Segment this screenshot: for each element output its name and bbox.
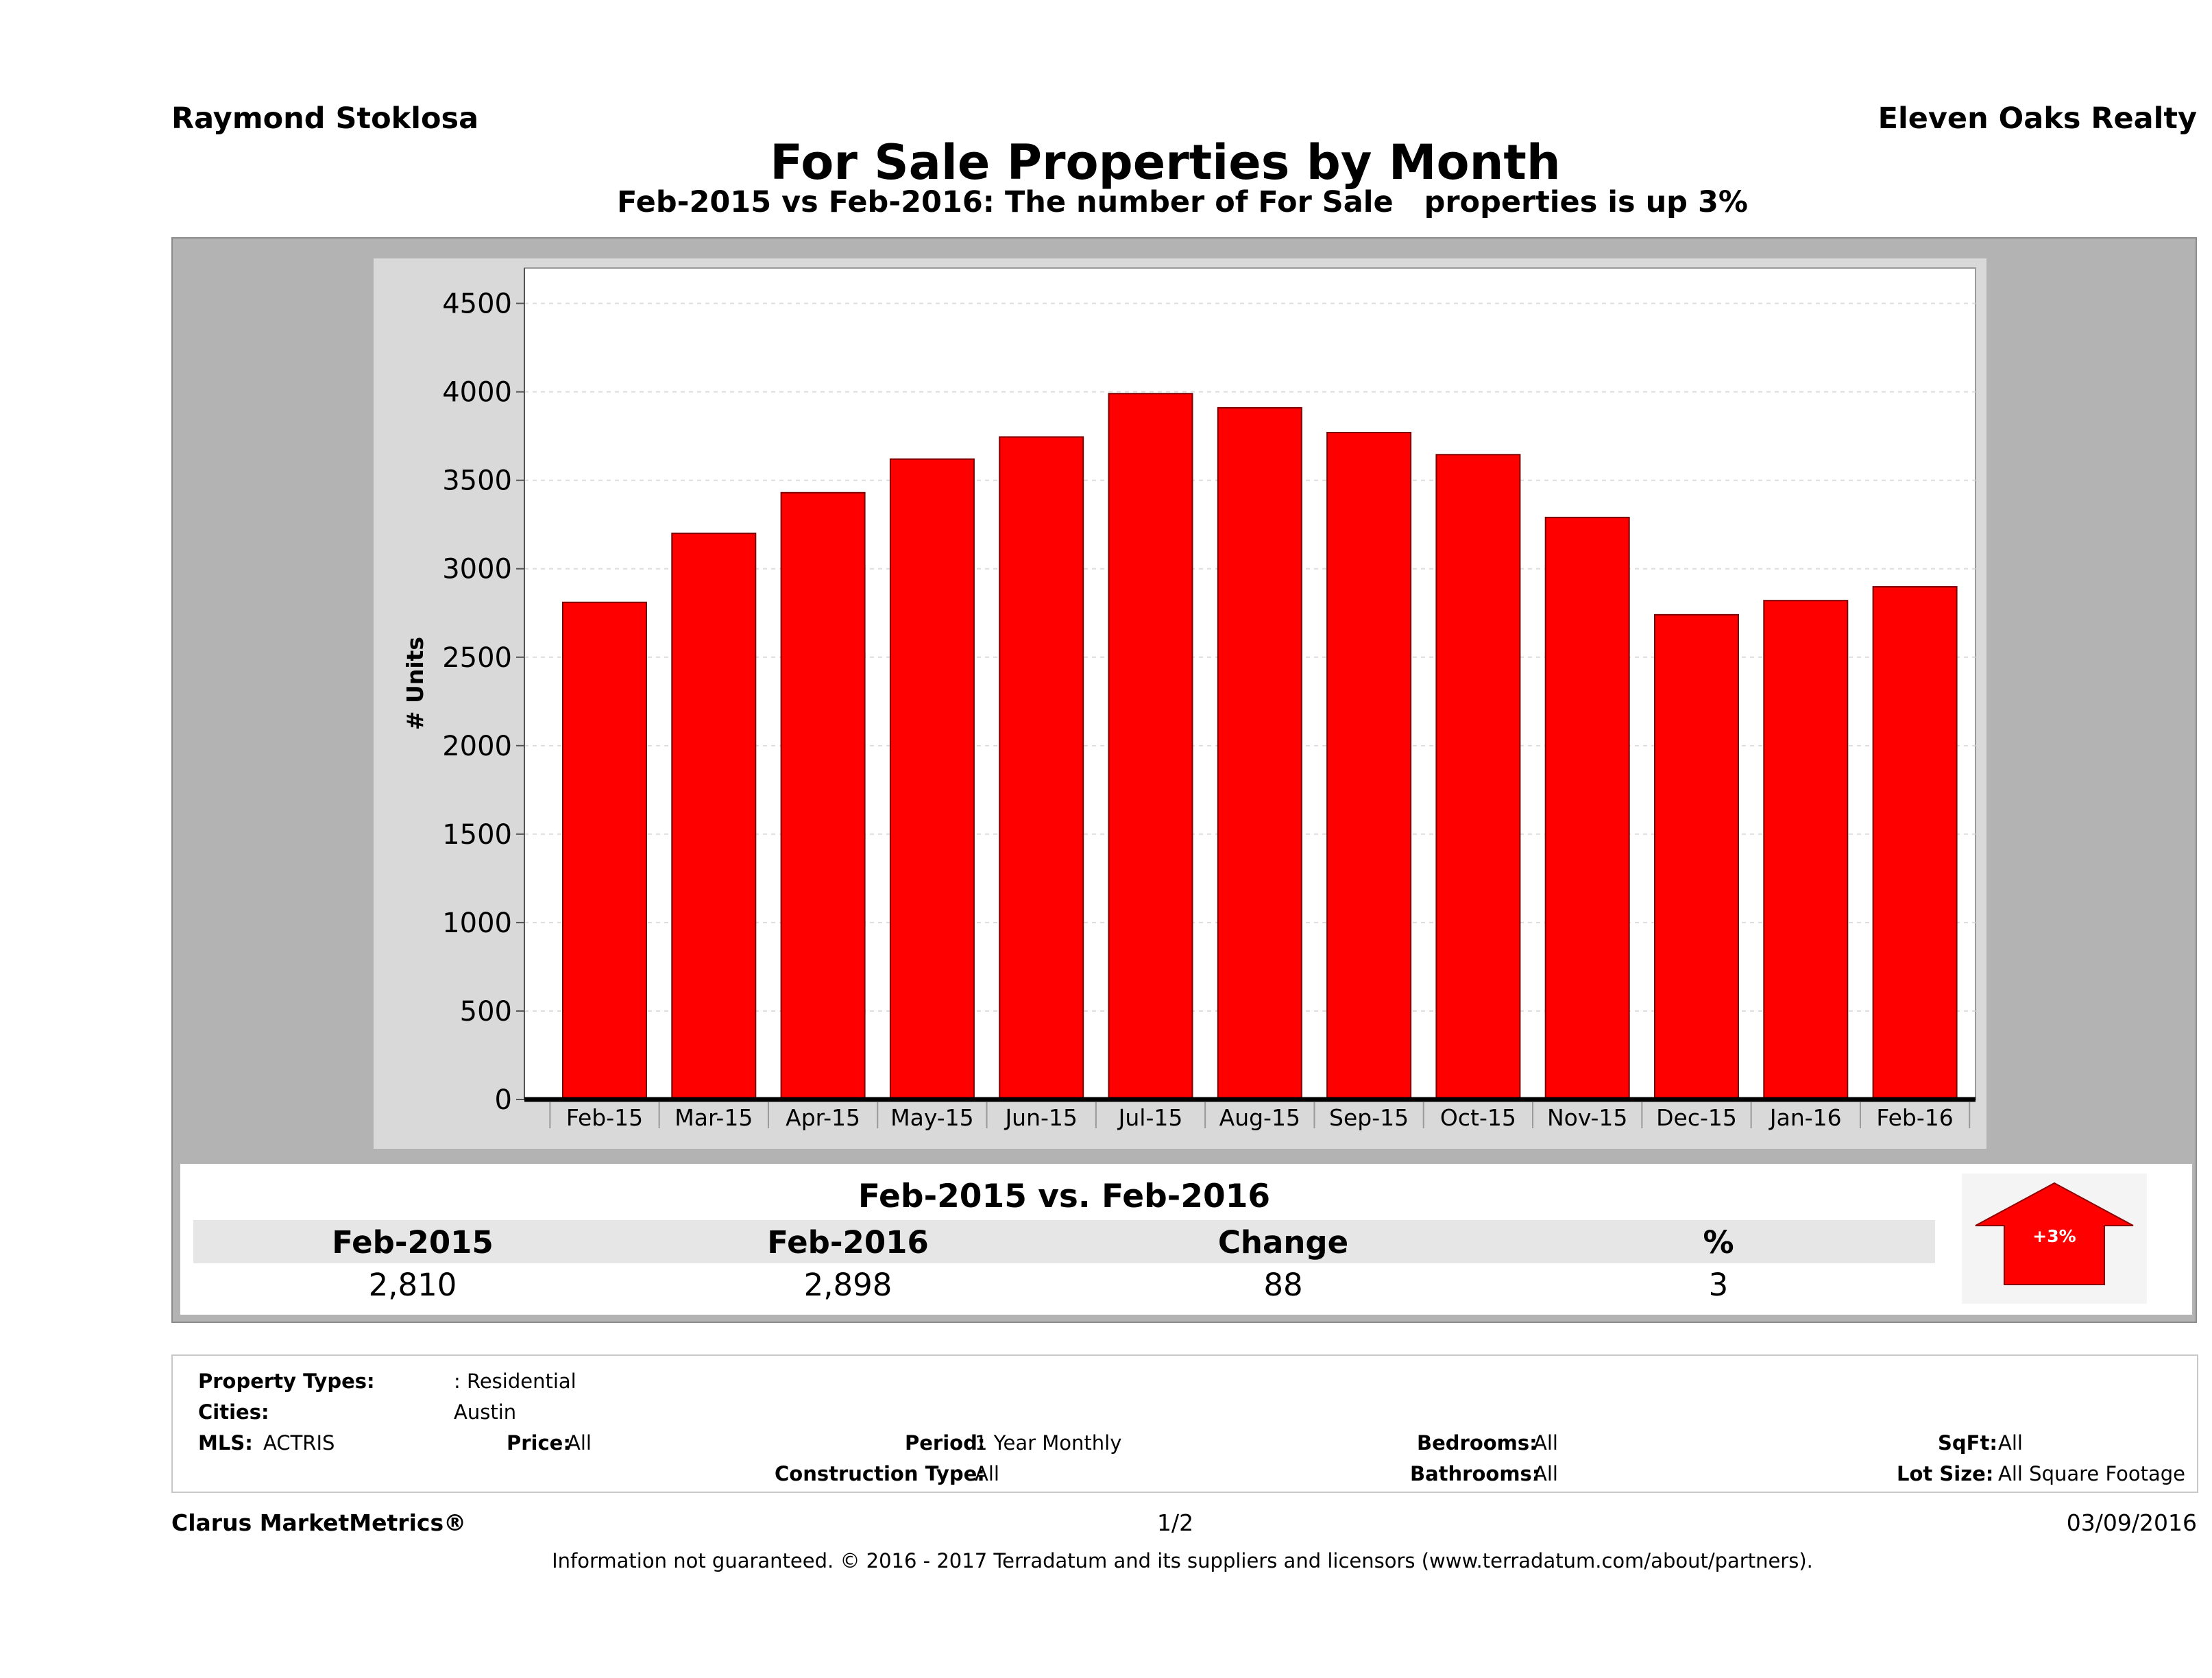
disclaimer: Information not guaranteed. © 2016 - 201…: [552, 1549, 1813, 1572]
period-value: 1 Year Monthly: [975, 1431, 1122, 1455]
page-subtitle: Feb-2015 vs Feb-2016: The number of For …: [617, 185, 1748, 219]
x-tick-label: Sep-15: [1329, 1104, 1409, 1131]
bar: [1217, 406, 1302, 1101]
y-tick-label: 3500: [442, 465, 512, 497]
bar: [1108, 393, 1193, 1100]
summary-value-percent: 3: [1708, 1267, 1729, 1303]
price-label: Price:: [507, 1431, 571, 1455]
mls-value: ACTRIS: [263, 1431, 335, 1455]
up-arrow-icon: +3%: [1975, 1182, 2134, 1285]
bar: [1544, 516, 1630, 1100]
summary-title: Feb-2015 vs. Feb-2016: [858, 1178, 1271, 1215]
bar: [889, 458, 975, 1100]
x-tick-label: Feb-16: [1876, 1104, 1953, 1131]
construction-type-label: Construction Type:: [775, 1462, 985, 1485]
bar: [999, 436, 1084, 1101]
cities-label: Cities:: [198, 1400, 269, 1424]
summary-value-change: 88: [1263, 1267, 1303, 1303]
summary-headers-bg: [193, 1220, 1935, 1263]
y-tick-label: 4000: [442, 377, 512, 409]
y-tick-label: 1000: [442, 908, 512, 939]
y-tick-label: 500: [460, 996, 512, 1028]
bars: [562, 393, 1958, 1101]
report-date: 03/09/2016: [2066, 1509, 2197, 1536]
summary-value-feb2016: 2,898: [803, 1267, 892, 1303]
x-tick-label: Jul-15: [1117, 1104, 1183, 1131]
bathrooms-value: All: [1533, 1462, 1558, 1485]
x-tick-label: Mar-15: [674, 1104, 753, 1131]
x-tick-label: Jun-15: [1004, 1104, 1077, 1131]
summary-header-percent: %: [1703, 1224, 1734, 1261]
price-value: All: [567, 1431, 592, 1455]
x-tick-label: May-15: [890, 1104, 974, 1131]
period-label: Period:: [905, 1431, 986, 1455]
bar: [1654, 613, 1739, 1100]
y-tick-label: 2500: [442, 642, 512, 674]
x-axis-ticks: Feb-15 Mar-15 Apr-15 May-15 Jun-15 Jul-15 Aug-…: [549, 1102, 1971, 1131]
summary-header-feb2015: Feb-2015: [332, 1224, 494, 1261]
change-badge-text: +3%: [2032, 1226, 2076, 1246]
y-tick-label: 2000: [442, 731, 512, 762]
bar: [671, 533, 757, 1100]
bedrooms-label: Bedrooms:: [1417, 1431, 1538, 1455]
sqft-value: All: [1998, 1431, 2023, 1455]
y-tick-label: 1500: [442, 819, 512, 851]
filter-panel: Property Types: : Residential Cities: Au…: [171, 1354, 2198, 1493]
bar-chart: 0 500 1000 1500 2000 2500 3000 3500 4000 4500 Feb…: [402, 267, 1976, 1131]
page-number: 1/2: [1157, 1509, 1194, 1536]
sqft-label: SqFt:: [1938, 1431, 1997, 1455]
summary-header-feb2016: Feb-2016: [767, 1224, 929, 1261]
bar: [1435, 454, 1521, 1100]
property-types-value: : Residential: [454, 1370, 576, 1393]
mls-label: MLS:: [198, 1431, 253, 1455]
bar: [562, 601, 647, 1101]
cities-value: Austin: [454, 1400, 517, 1424]
bathrooms-label: Bathrooms:: [1410, 1462, 1540, 1485]
lot-size-value: All Square Footage: [1998, 1462, 2186, 1485]
bar: [780, 491, 866, 1101]
x-tick-label: Nov-15: [1547, 1104, 1627, 1131]
footer-brand: Clarus MarketMetrics®: [171, 1509, 467, 1536]
summary-header-bg: [193, 1174, 1935, 1218]
bar: [1326, 432, 1412, 1100]
bedrooms-value: All: [1533, 1431, 1558, 1455]
change-badge: +3%: [1962, 1174, 2147, 1304]
x-tick-label: Feb-15: [566, 1104, 643, 1131]
x-tick-label: Apr-15: [786, 1104, 860, 1131]
summary-value-feb2015: 2,810: [368, 1267, 457, 1303]
x-tick-label: Dec-15: [1656, 1104, 1737, 1131]
lot-size-label: Lot Size:: [1897, 1462, 1994, 1485]
bar: [1763, 600, 1849, 1100]
construction-type-value: All: [975, 1462, 999, 1485]
x-tick-label: Oct-15: [1440, 1104, 1516, 1131]
company-name: Eleven Oaks Realty: [1877, 101, 2197, 136]
y-tick-label: 4500: [442, 289, 512, 320]
summary-header-change: Change: [1217, 1224, 1349, 1261]
agent-name: Raymond Stoklosa: [171, 101, 479, 136]
x-tick-label: Jan-16: [1769, 1104, 1842, 1131]
page-title: For Sale Properties by Month: [770, 134, 1561, 191]
y-axis-label: # Units: [402, 637, 428, 730]
y-tick-label: 3000: [442, 554, 512, 585]
x-tick-label: Aug-15: [1219, 1104, 1300, 1131]
bar: [1872, 586, 1958, 1101]
summary-values-bg: [193, 1265, 1935, 1305]
y-tick-label: 0: [495, 1084, 512, 1116]
property-types-label: Property Types:: [198, 1370, 375, 1393]
y-axis-ticks: 0 500 1000 1500 2000 2500 3000 3500 4000 4500: [442, 289, 524, 1116]
